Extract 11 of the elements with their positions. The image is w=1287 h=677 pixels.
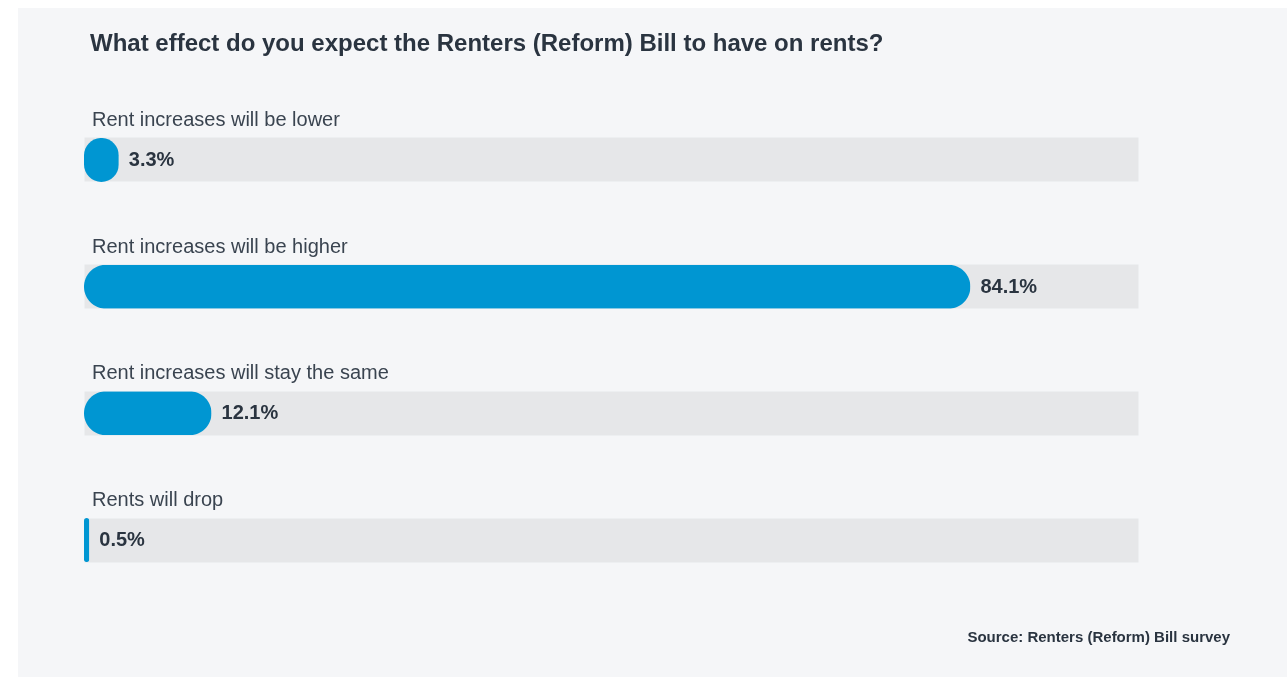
source-note: Source: Renters (Reform) Bill survey	[967, 628, 1230, 645]
y-tick-label: Rent increases will be lower	[92, 107, 341, 130]
data-label: 12.1%	[221, 401, 279, 424]
bar	[84, 391, 212, 436]
data-label: 0.5%	[99, 528, 146, 551]
chart-title: What effect do you expect the Renters (Reform) Bill to have on rents?	[90, 29, 884, 56]
y-tick-label: Rents will drop	[92, 488, 224, 511]
data-label: 3.3%	[128, 147, 175, 170]
data-label: 84.1%	[980, 274, 1038, 297]
y-tick-label: Rent increases will be higher	[92, 234, 349, 257]
y-tick-label: Rent increases will stay the same	[92, 361, 389, 384]
